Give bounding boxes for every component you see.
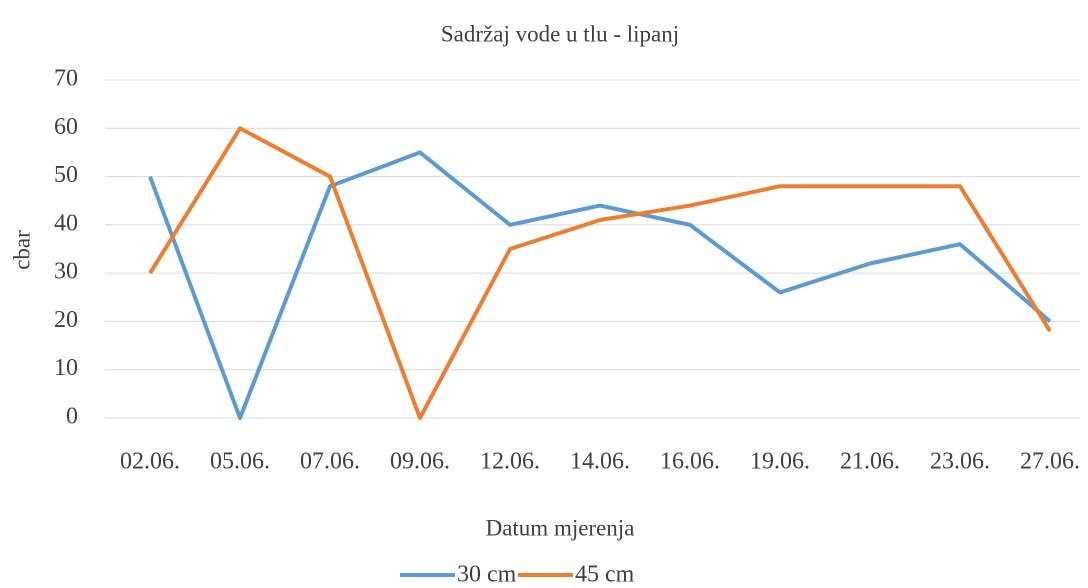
chart-title: Sadržaj vode u tlu - lipanj <box>441 21 679 46</box>
x-tick-label: 12.06. <box>480 449 540 475</box>
x-tick-label: 07.06. <box>300 449 360 475</box>
x-tick-label: 14.06. <box>570 449 630 475</box>
legend-label: 45 cm <box>575 562 635 588</box>
y-tick-label: 10 <box>54 355 78 381</box>
y-tick-label: 20 <box>54 307 78 333</box>
x-tick-label: 16.06. <box>660 449 720 475</box>
y-tick-label: 30 <box>54 259 78 285</box>
x-tick-label: 27.06. <box>1020 449 1080 475</box>
y-tick-label: 70 <box>54 66 78 92</box>
x-tick-label: 05.06. <box>210 449 270 475</box>
y-axis-title: cbar <box>9 230 34 270</box>
x-tick-label: 23.06. <box>930 449 990 475</box>
line-series <box>148 150 1052 420</box>
y-tick-label: 50 <box>54 162 78 188</box>
x-axis-title: Datum mjerenja <box>486 515 635 540</box>
line-series <box>148 126 1052 420</box>
x-tick-label: 02.06. <box>120 449 180 475</box>
x-tick-label: 21.06. <box>840 449 900 475</box>
y-tick-label: 60 <box>54 114 78 140</box>
x-tick-label: 19.06. <box>750 449 810 475</box>
legend-label: 30 cm <box>457 562 517 588</box>
y-tick-label: 40 <box>54 210 78 236</box>
x-tick-label: 09.06. <box>390 449 450 475</box>
y-tick-label: 0 <box>66 404 78 430</box>
